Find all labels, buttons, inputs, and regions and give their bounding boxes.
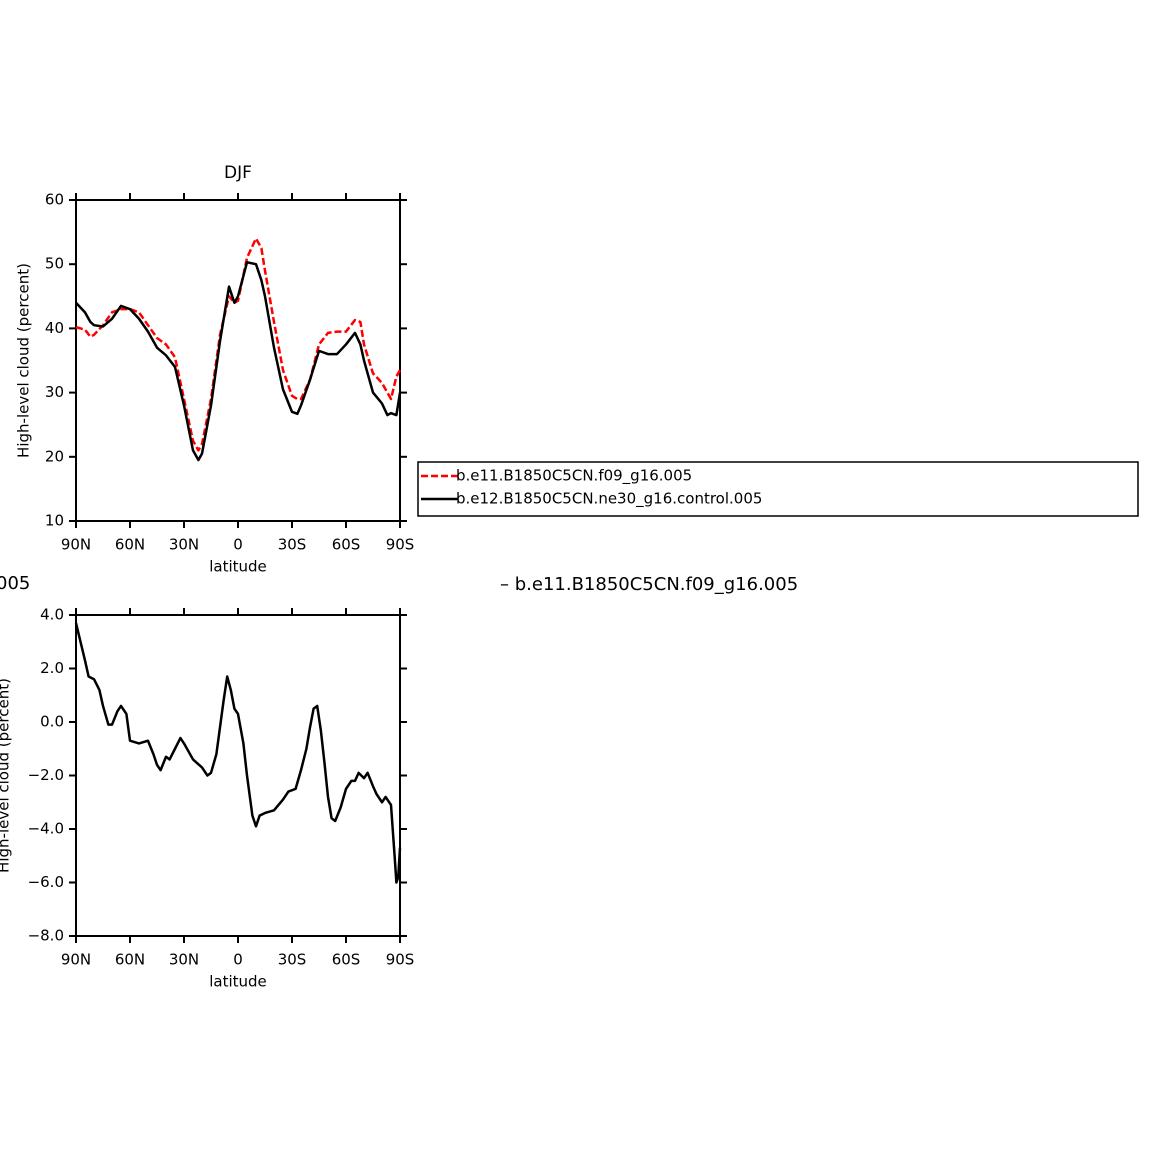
x-tick-label: 60S [332,951,361,969]
x-tick-label: 30S [278,951,307,969]
x-tick-label: 90S [386,536,415,554]
y-tick-label: 2.0 [40,659,64,677]
x-tick-label: 60N [115,951,145,969]
legend-label: b.e12.B1850C5CN.ne30_g16.control.005 [456,490,762,509]
y-axis-label: High-level cloud (percent) [0,678,13,873]
y-tick-label: 20 [45,447,64,465]
x-tick-label: 30S [278,536,307,554]
x-tick-label: 90N [61,536,91,554]
chart-title: DJF [224,163,252,183]
y-tick-label: −8.0 [28,927,64,945]
legend-box [417,461,1139,517]
y-tick-label: 10 [45,512,64,530]
plot-frame [75,199,401,522]
data-line [75,237,402,452]
x-tick-label: 0 [233,951,243,969]
x-tick-label: 30N [169,951,199,969]
data-line [74,622,402,884]
y-tick-label: 4.0 [40,606,64,624]
x-axis-label: latitude [209,973,267,991]
y-tick-label: 50 [45,255,64,273]
x-tick-label: 90S [386,951,415,969]
y-tick-label: −2.0 [28,766,64,784]
data-line [75,261,402,462]
y-tick-label: 0.0 [40,713,64,731]
x-tick-label: 60S [332,536,361,554]
y-tick-label: 60 [45,191,64,209]
y-axis-label: High-level cloud (percent) [15,263,33,458]
x-tick-label: 30N [169,536,199,554]
plot-frame [75,614,401,937]
x-tick-label: 90N [61,951,91,969]
y-tick-label: 30 [45,383,64,401]
legend-label: b.e11.B1850C5CN.f09_g16.005 [456,467,692,486]
chart-title-fragment: 005 [0,573,30,594]
y-tick-label: 40 [45,319,64,337]
x-tick-label: 60N [115,536,145,554]
x-tick-label: 0 [233,536,243,554]
x-axis-label: latitude [209,558,267,576]
chart-title-fragment: – b.e11.B1850C5CN.f09_g16.005 [500,574,798,595]
y-tick-label: −6.0 [28,873,64,891]
y-tick-label: −4.0 [28,820,64,838]
